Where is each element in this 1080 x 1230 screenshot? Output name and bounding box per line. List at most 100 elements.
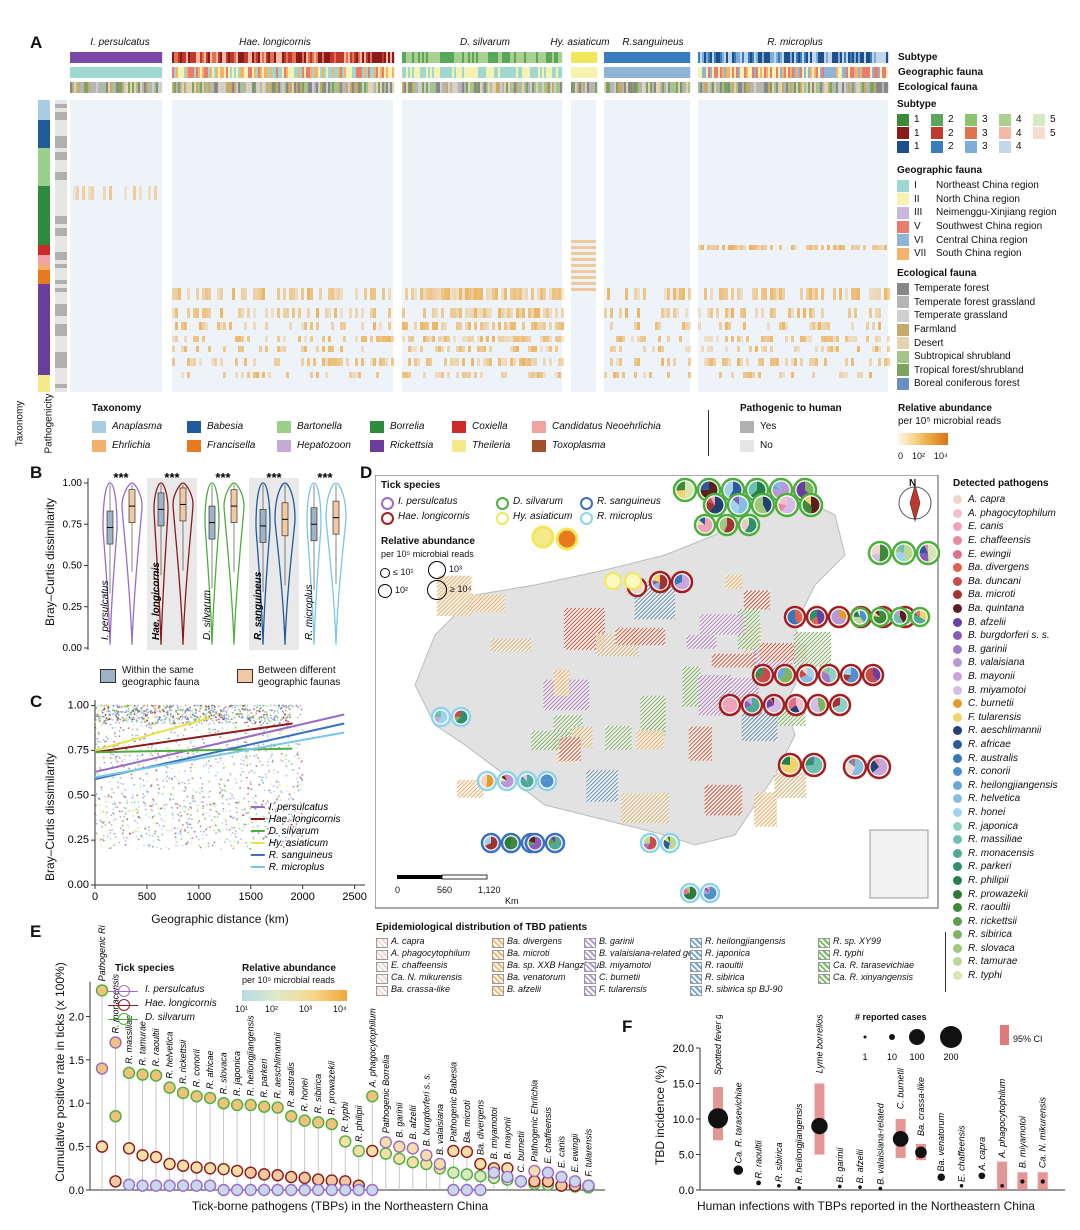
geo-track-cell [840,67,843,78]
geo-track-cell [186,67,189,78]
eco-track-cell [74,82,77,93]
subtype-track-cell [618,52,621,63]
scatter-point [153,716,156,719]
scatter-point [112,708,115,710]
scatter-point [261,704,264,707]
scatter-point [165,846,168,849]
scatter-point [260,724,263,727]
eco-track-cell [284,82,287,93]
eco-legend-title: Ecological fauna [897,268,977,279]
scatter-point [124,802,127,804]
panel-b-violin-plot: 0.000.250.500.751.00 ***I. persulcatus***… [63,470,347,654]
geo-track-cell [589,67,592,78]
heatmap-signal [619,308,622,318]
scatter-point [246,776,248,779]
subtype-track-cell [806,52,809,63]
subtype-track-cell [782,52,785,63]
eco-track-cell [788,82,791,93]
tbd-hatch [737,653,752,668]
tbd-region [741,712,778,742]
scatter-point [191,763,193,766]
scatter-point [236,811,238,814]
subtype-track-cell [324,52,327,63]
tbd-hatch [756,720,778,742]
scatter-point [105,812,108,815]
within-swatch [100,669,116,683]
tbd-hatch [773,642,793,663]
eco-track-cell [842,82,845,93]
subtype-swatch [965,140,977,153]
geo-track-cell [878,67,881,78]
geo-track-cell [796,67,799,78]
heatmap-signal [746,372,749,378]
subtype-track-cell [642,52,645,63]
scatter-point [142,763,145,766]
geo-track-cell [450,67,453,78]
eco-track-cell [190,82,193,93]
heatmap-signal [379,336,382,342]
tbd-region [605,725,632,751]
pie-slice [709,496,724,514]
geo-track-cell [758,67,761,78]
tbd-hatch [615,627,632,645]
tbd-hatch [764,728,778,742]
scatter-point [224,790,227,793]
geo-track-cell [532,67,535,78]
tbd-hatch [567,747,582,762]
pathogenicity-cell [55,316,67,320]
heatmap-signal [432,336,435,342]
scatter-point [280,806,283,808]
tbd-hatch [666,610,676,620]
scatter-point [298,721,301,724]
scatter-point [292,768,295,771]
tbd-hatch [641,795,670,824]
geo-track-cell [306,67,309,78]
scatter-point [158,824,161,827]
subtype-track-cell [230,52,233,63]
scatter-point [218,714,221,717]
eco-track-cell [550,82,553,93]
scatter-point [189,766,192,769]
tbd-hatch [704,784,733,814]
scatter-point [129,759,132,762]
subtype-track-cell [110,52,113,63]
tbd-region [743,590,771,610]
geo-track-cell [560,67,563,78]
geo-track-cell [498,67,501,78]
scatter-point [243,826,245,828]
eco-track-cell [756,82,759,93]
subtype-track-cell [724,52,727,63]
eco-track-cell [86,82,89,93]
heatmap-signal [833,288,836,300]
eco-track-cell [668,82,671,93]
scatter-point [234,732,237,735]
scatter-point [171,806,174,809]
tbd-hatch [605,725,622,743]
subtype-track-cell [206,52,209,63]
scatter-point [102,738,105,741]
heatmap-signal [468,308,471,318]
pie-slice [744,517,749,525]
legend-between: Between different geographic faunas [258,665,341,688]
heatmap-signal [271,308,274,318]
geo-track-cell [120,67,123,78]
eco-track-cell [250,82,253,93]
heatmap-signal [196,346,199,352]
panel-c-label: C [30,692,43,711]
scatter-point [140,707,143,710]
scatter-point [274,801,276,804]
geo-track-cell [376,67,379,78]
heatmap-signal [878,346,881,352]
heatmap-signal [725,358,728,366]
heatmap-signal [528,346,531,352]
scatter-point [246,708,248,711]
pathogen-pie [693,513,717,537]
subtype-track-cell [720,52,723,63]
heatmap-signal [725,346,728,352]
scatter-point [202,741,205,744]
heatmap-signal [525,288,528,300]
heatmap-signal [704,288,707,300]
geo-track-cell [591,67,594,78]
scatter-point [276,716,279,719]
geo-track-cell [114,67,117,78]
